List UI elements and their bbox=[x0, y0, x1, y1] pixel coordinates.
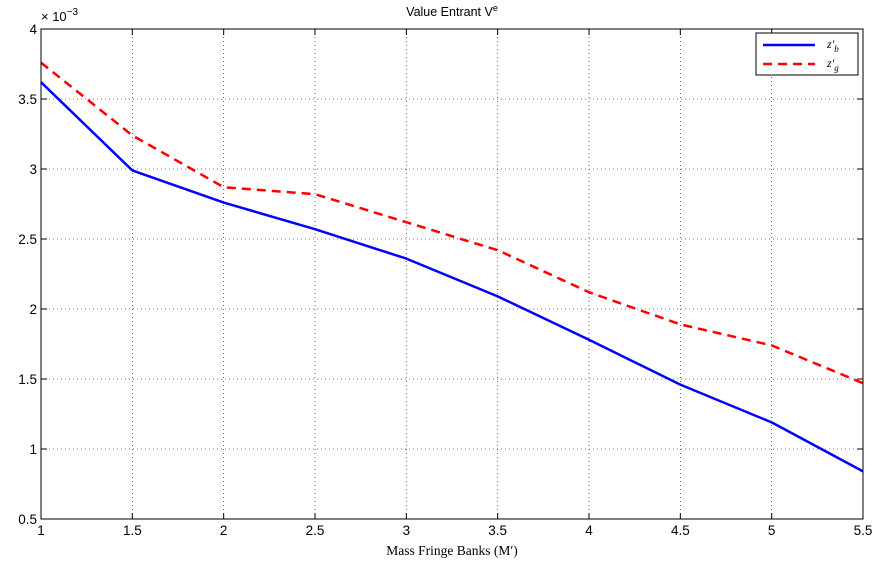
y-tick-label: 1 bbox=[29, 442, 37, 457]
x-tick-label: 5 bbox=[768, 523, 776, 538]
grid-lines bbox=[41, 29, 863, 519]
y-tick-label: 1.5 bbox=[18, 372, 37, 387]
y-tick-label: 2 bbox=[29, 302, 37, 317]
axis-ticks: 1 1.5 2 2.5 3 3.5 4 4.5 5 5.50.511.522.533.54 bbox=[18, 22, 872, 538]
legend-label-g: z′g bbox=[826, 56, 839, 73]
x-tick-label: 1 bbox=[37, 523, 45, 538]
x-tick-label: 2 bbox=[220, 523, 228, 538]
x-tick-label: 1.5 bbox=[123, 523, 142, 538]
y-tick-label: 0.5 bbox=[18, 512, 37, 527]
x-tick-label: 2.5 bbox=[306, 523, 325, 538]
x-tick-label: 4 bbox=[585, 523, 593, 538]
legend-label-b: z′b bbox=[826, 37, 839, 54]
y-tick-label: 3 bbox=[29, 162, 37, 177]
x-tick-label: 5.5 bbox=[854, 523, 873, 538]
plot-area-background bbox=[41, 29, 863, 519]
x-tick-label: 3.5 bbox=[488, 523, 507, 538]
legend-box bbox=[755, 32, 859, 76]
y-axis-multiplier: × 10−3 bbox=[41, 7, 79, 24]
y-tick-label: 2.5 bbox=[18, 232, 37, 247]
plot-frame bbox=[40, 28, 864, 520]
x-tick-label: 3 bbox=[403, 523, 411, 538]
legend: z′b z′g bbox=[755, 32, 859, 76]
x-tick-label: 4.5 bbox=[671, 523, 690, 538]
series-line-g bbox=[40, 61, 864, 385]
chart-title: Value Entrant Ve bbox=[406, 3, 498, 19]
x-axis-label: Mass Fringe Banks (M′) bbox=[386, 543, 518, 558]
y-tick-label: 3.5 bbox=[18, 92, 37, 107]
y-tick-label: 4 bbox=[29, 22, 37, 37]
series-line-b bbox=[40, 81, 864, 473]
